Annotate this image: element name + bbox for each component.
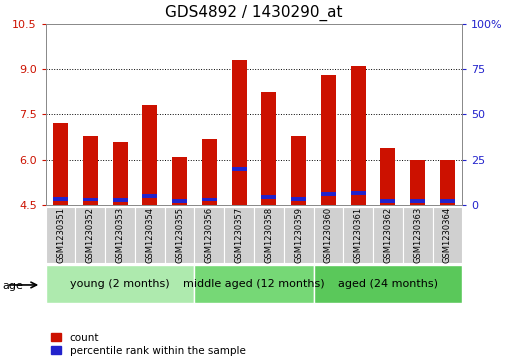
- Bar: [410, 199, 425, 203]
- Bar: [172, 157, 187, 205]
- Bar: [403, 207, 432, 263]
- Bar: [113, 198, 128, 202]
- Bar: [195, 265, 313, 303]
- Text: GSM1230352: GSM1230352: [86, 207, 95, 263]
- Bar: [165, 207, 195, 263]
- Text: GSM1230357: GSM1230357: [235, 207, 244, 263]
- Bar: [76, 207, 105, 263]
- Bar: [232, 60, 246, 205]
- Text: age: age: [3, 281, 23, 291]
- Text: GSM1230363: GSM1230363: [413, 207, 422, 263]
- Bar: [410, 160, 425, 205]
- Bar: [351, 66, 366, 205]
- Bar: [105, 207, 135, 263]
- Bar: [380, 199, 395, 203]
- Text: GSM1230353: GSM1230353: [116, 207, 124, 263]
- Bar: [142, 194, 157, 198]
- Bar: [380, 148, 395, 205]
- Bar: [232, 167, 246, 171]
- Text: GSM1230359: GSM1230359: [294, 207, 303, 263]
- Bar: [142, 105, 157, 205]
- Bar: [321, 192, 336, 196]
- Text: GSM1230356: GSM1230356: [205, 207, 214, 263]
- Text: middle aged (12 months): middle aged (12 months): [183, 279, 325, 289]
- Text: GSM1230355: GSM1230355: [175, 207, 184, 263]
- Bar: [291, 197, 306, 200]
- Bar: [262, 195, 276, 199]
- Bar: [321, 75, 336, 205]
- Bar: [202, 139, 217, 205]
- Bar: [83, 135, 98, 205]
- Bar: [440, 160, 455, 205]
- Bar: [83, 197, 98, 201]
- Legend: count, percentile rank within the sample: count, percentile rank within the sample: [51, 333, 245, 356]
- Bar: [343, 207, 373, 263]
- Text: GSM1230362: GSM1230362: [384, 207, 392, 263]
- Bar: [284, 207, 313, 263]
- Bar: [262, 91, 276, 205]
- Bar: [351, 192, 366, 195]
- Bar: [53, 123, 68, 205]
- Text: GSM1230361: GSM1230361: [354, 207, 363, 263]
- Title: GDS4892 / 1430290_at: GDS4892 / 1430290_at: [165, 5, 343, 21]
- Bar: [202, 197, 217, 201]
- Bar: [46, 207, 76, 263]
- Bar: [313, 265, 462, 303]
- Text: GSM1230354: GSM1230354: [145, 207, 154, 263]
- Text: young (2 months): young (2 months): [70, 279, 170, 289]
- Text: GSM1230351: GSM1230351: [56, 207, 65, 263]
- Bar: [313, 207, 343, 263]
- Bar: [224, 207, 254, 263]
- Text: aged (24 months): aged (24 months): [338, 279, 438, 289]
- Bar: [440, 199, 455, 203]
- Bar: [172, 199, 187, 203]
- Text: GSM1230364: GSM1230364: [443, 207, 452, 263]
- Bar: [113, 142, 128, 205]
- Bar: [135, 207, 165, 263]
- Bar: [195, 207, 224, 263]
- Text: GSM1230360: GSM1230360: [324, 207, 333, 263]
- Bar: [432, 207, 462, 263]
- Bar: [53, 197, 68, 200]
- Bar: [46, 265, 195, 303]
- Bar: [373, 207, 403, 263]
- Bar: [291, 135, 306, 205]
- Text: GSM1230358: GSM1230358: [264, 207, 273, 263]
- Bar: [254, 207, 284, 263]
